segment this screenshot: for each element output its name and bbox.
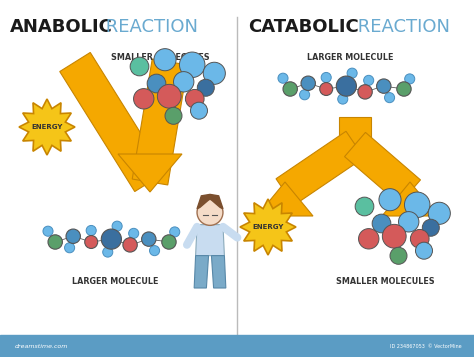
Circle shape	[422, 219, 439, 236]
Polygon shape	[382, 182, 438, 216]
Text: dreamstime.com: dreamstime.com	[15, 343, 68, 348]
Circle shape	[149, 246, 160, 256]
Polygon shape	[0, 335, 474, 357]
Polygon shape	[240, 199, 296, 255]
Text: ANABOLIC: ANABOLIC	[10, 18, 113, 36]
Polygon shape	[257, 182, 313, 216]
Circle shape	[203, 62, 225, 84]
Circle shape	[377, 79, 391, 93]
Polygon shape	[339, 117, 371, 145]
Circle shape	[157, 84, 181, 108]
Circle shape	[173, 72, 194, 92]
Polygon shape	[345, 132, 420, 204]
Circle shape	[358, 228, 379, 249]
Circle shape	[383, 224, 406, 248]
Circle shape	[428, 202, 450, 224]
Circle shape	[320, 82, 333, 95]
Circle shape	[43, 226, 53, 236]
Text: ENERGY: ENERGY	[31, 124, 63, 130]
Circle shape	[66, 229, 81, 243]
Circle shape	[162, 235, 176, 249]
Polygon shape	[60, 52, 165, 192]
Circle shape	[372, 214, 391, 233]
Circle shape	[112, 221, 122, 231]
Polygon shape	[118, 154, 182, 192]
Polygon shape	[132, 59, 188, 185]
Circle shape	[142, 232, 156, 246]
Circle shape	[399, 212, 419, 232]
Circle shape	[384, 92, 394, 103]
Circle shape	[123, 238, 137, 252]
Circle shape	[154, 49, 176, 71]
Circle shape	[180, 52, 205, 77]
Circle shape	[134, 89, 154, 109]
Circle shape	[301, 76, 315, 90]
Polygon shape	[194, 256, 209, 288]
Circle shape	[364, 75, 374, 85]
Circle shape	[197, 200, 223, 225]
Circle shape	[191, 102, 208, 119]
Text: LARGER MOLECULE: LARGER MOLECULE	[72, 277, 158, 287]
Circle shape	[336, 76, 356, 96]
Polygon shape	[197, 195, 223, 209]
Circle shape	[300, 90, 310, 100]
Circle shape	[379, 188, 401, 211]
Circle shape	[337, 94, 348, 104]
Circle shape	[405, 74, 415, 84]
Circle shape	[185, 90, 204, 108]
Circle shape	[130, 57, 149, 76]
Circle shape	[101, 229, 121, 249]
Text: LARGER MOLECULE: LARGER MOLECULE	[307, 52, 393, 61]
Circle shape	[355, 197, 374, 216]
Circle shape	[197, 79, 214, 96]
Polygon shape	[196, 225, 224, 256]
Circle shape	[321, 72, 331, 82]
Circle shape	[64, 243, 74, 253]
Polygon shape	[19, 99, 75, 155]
Text: REACTION: REACTION	[100, 18, 198, 36]
Circle shape	[390, 247, 407, 264]
Circle shape	[278, 73, 288, 83]
Circle shape	[404, 192, 430, 217]
Circle shape	[410, 230, 429, 248]
Circle shape	[397, 82, 411, 96]
Circle shape	[48, 235, 63, 249]
Circle shape	[165, 107, 182, 124]
Circle shape	[170, 227, 180, 237]
Circle shape	[128, 228, 139, 238]
Circle shape	[147, 74, 166, 93]
Polygon shape	[276, 131, 364, 205]
Text: SMALLER MOLECULES: SMALLER MOLECULES	[111, 52, 210, 61]
Circle shape	[416, 242, 432, 259]
Text: ENERGY: ENERGY	[252, 224, 283, 230]
Circle shape	[283, 82, 297, 96]
Circle shape	[85, 236, 98, 248]
Polygon shape	[211, 256, 226, 288]
Text: CATABOLIC: CATABOLIC	[248, 18, 359, 36]
Text: REACTION: REACTION	[352, 18, 450, 36]
Circle shape	[358, 85, 372, 99]
Text: SMALLER MOLECULES: SMALLER MOLECULES	[336, 277, 434, 287]
Text: ID 234867053  © VectorMine: ID 234867053 © VectorMine	[391, 343, 462, 348]
Circle shape	[347, 68, 357, 78]
Circle shape	[103, 247, 113, 257]
Circle shape	[86, 225, 96, 236]
